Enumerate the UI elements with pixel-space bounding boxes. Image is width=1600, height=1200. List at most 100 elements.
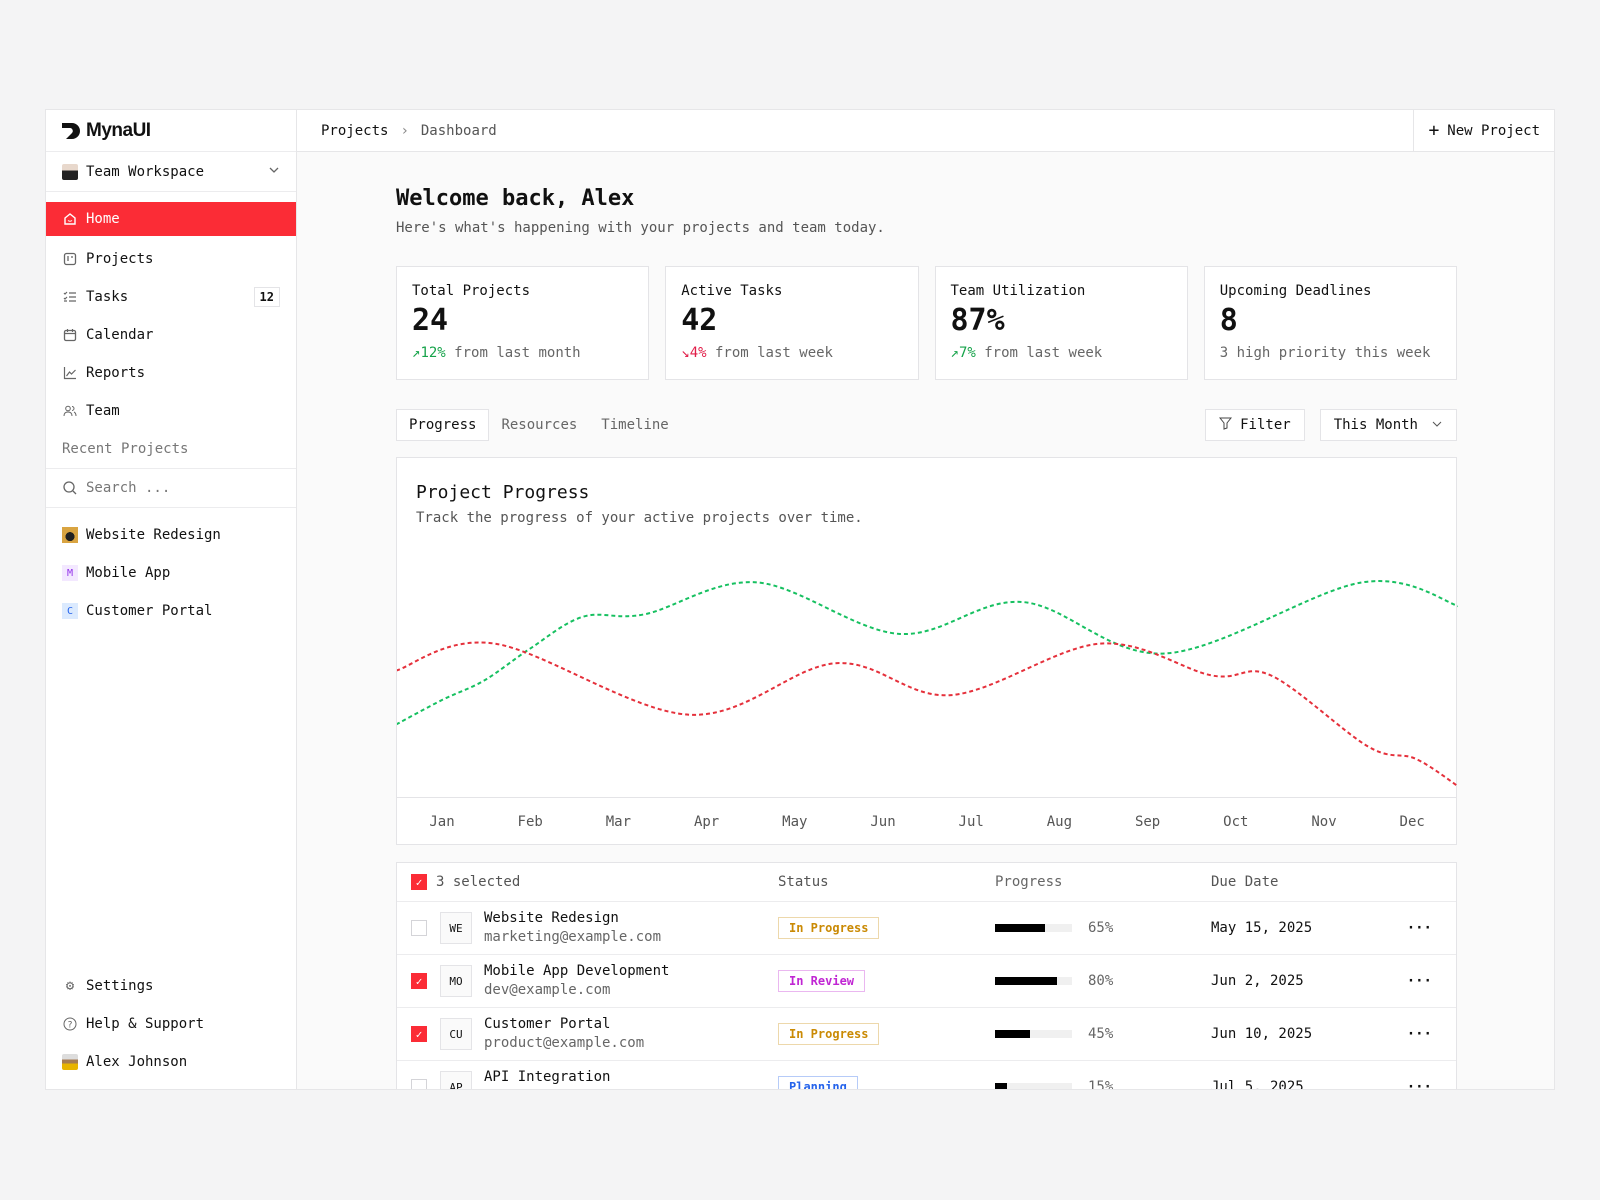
x-tick-label: Jun — [870, 814, 896, 830]
sidebar-item-label: Home — [86, 211, 120, 227]
progress-cell: 65% — [995, 920, 1113, 936]
sidebar-item-label: Tasks — [86, 289, 129, 305]
due-date: Jul 5, 2025 — [1211, 1079, 1304, 1090]
sidebar-item-tasks[interactable]: Tasks 12 — [46, 278, 296, 316]
row-checkbox[interactable]: ✓ — [411, 1026, 427, 1042]
filter-icon — [1219, 417, 1233, 434]
row-checkbox[interactable] — [411, 920, 427, 936]
stat-foot-text: from last week — [984, 345, 1103, 361]
status-badge: In Review — [778, 970, 866, 992]
tab-resources[interactable]: Resources — [501, 417, 578, 433]
project-name[interactable]: Customer Portal — [484, 1016, 611, 1032]
stat-cards: Total Projects 24 ↗12% from last month Acti… — [396, 266, 1457, 380]
header-status[interactable]: Status — [778, 874, 829, 890]
project-initials: CU — [440, 1018, 472, 1050]
workspace-switcher[interactable]: Team Workspace — [46, 152, 296, 192]
main-content: Welcome back, Alex Here's what's happeni… — [396, 152, 1458, 1090]
project-name[interactable]: API Integration — [484, 1069, 611, 1085]
page-subtitle: Here's what's happening with your projec… — [396, 220, 885, 236]
row-checkbox[interactable]: ✓ — [411, 973, 427, 989]
period-select[interactable]: This Month — [1319, 409, 1457, 441]
stat-card: Total Projects 24 ↗12% from last month — [396, 266, 650, 380]
x-tick-label: Jul — [958, 814, 984, 830]
settings-label: Settings — [86, 978, 154, 994]
sidebar-item-home[interactable]: Home — [46, 202, 296, 236]
recent-projects-label: Recent Projects — [62, 441, 189, 457]
project-name[interactable]: Website Redesign — [484, 910, 619, 926]
sidebar-item-label: Calendar — [86, 327, 154, 343]
sidebar-item-team[interactable]: Team — [46, 392, 296, 430]
header-progress[interactable]: Progress — [995, 874, 1063, 890]
filter-button[interactable]: Filter — [1205, 409, 1305, 441]
more-actions-icon[interactable]: ··· — [1406, 920, 1432, 936]
topbar: Projects › Dashboard + New Project — [297, 110, 1554, 152]
search-input[interactable]: Search ... — [86, 480, 171, 496]
progress-label: 65% — [1088, 920, 1114, 936]
chevron-down-icon — [1432, 417, 1442, 433]
project-name[interactable]: Mobile App Development — [484, 963, 670, 979]
workspace-name: Team Workspace — [86, 163, 205, 180]
status-badge: Planning — [778, 1076, 858, 1089]
x-tick-label: Sep — [1134, 814, 1161, 830]
trend-up-icon: ↗ — [950, 345, 959, 361]
select-all-checkbox[interactable]: ✓ — [411, 874, 427, 890]
sidebar-item-reports[interactable]: Reports — [46, 354, 296, 392]
due-date: Jun 2, 2025 — [1211, 973, 1304, 989]
recent-project-item[interactable]: M Mobile App — [46, 554, 296, 592]
progress-bar — [995, 977, 1072, 985]
gear-icon: ⚙ — [65, 978, 75, 994]
status-badge: In Progress — [778, 1023, 880, 1045]
table-row[interactable]: ✓ MO Mobile App Development dev@example.… — [397, 954, 1456, 1007]
sidebar-item-help[interactable]: ? Help & Support — [46, 1005, 296, 1043]
x-tick-label: Aug — [1046, 814, 1073, 830]
table-row[interactable]: AP API Integration Planning 15% Jul 5, 2… — [397, 1060, 1456, 1090]
x-tick-label: Mar — [605, 814, 632, 830]
logo[interactable]: MynaUI — [46, 110, 296, 152]
row-checkbox[interactable] — [411, 1079, 427, 1089]
app-window: MynaUI Team Workspace Home Projects Tasks 1… — [45, 109, 1555, 1090]
stat-label: Team Utilization — [950, 283, 1086, 299]
project-search[interactable]: Search ... — [46, 468, 296, 508]
stat-delta: 7% — [958, 345, 976, 361]
filter-label: Filter — [1240, 417, 1291, 433]
table-row[interactable]: WE Website Redesign marketing@example.co… — [397, 901, 1456, 954]
progress-cell: 45% — [995, 1026, 1113, 1042]
sidebar-item-label: Reports — [86, 365, 146, 381]
more-actions-icon[interactable]: ··· — [1406, 973, 1432, 989]
new-project-button[interactable]: + New Project — [1413, 110, 1554, 151]
tab-timeline[interactable]: Timeline — [601, 417, 669, 433]
sidebar-item-projects[interactable]: Projects — [46, 240, 296, 278]
user-profile[interactable]: Alex Johnson — [46, 1043, 296, 1081]
header-due-date[interactable]: Due Date — [1211, 874, 1279, 890]
help-circle-icon: ? — [62, 1016, 78, 1032]
recent-project-item[interactable]: C Customer Portal — [46, 592, 296, 630]
recent-project-label: Mobile App — [86, 565, 171, 581]
breadcrumb-projects[interactable]: Projects — [321, 122, 389, 139]
page-title: Welcome back, Alex — [396, 186, 635, 211]
more-actions-icon[interactable]: ··· — [1406, 1079, 1432, 1090]
x-tick-label: Dec — [1399, 814, 1425, 830]
sidebar-item-calendar[interactable]: Calendar — [46, 316, 296, 354]
users-icon — [62, 403, 78, 419]
trend-down-icon: ↘ — [681, 345, 690, 361]
stat-footnote: ↗12% from last month — [412, 345, 633, 361]
svg-text:?: ? — [67, 1021, 72, 1031]
series-line-red — [397, 641, 1458, 788]
more-actions-icon[interactable]: ··· — [1406, 1026, 1432, 1042]
help-label: Help & Support — [86, 1016, 205, 1032]
x-tick-label: Oct — [1223, 814, 1249, 830]
sidebar-footer: ⚙ Settings ? Help & Support Alex Johnson — [46, 967, 296, 1081]
brand-name: MynaUI — [86, 119, 151, 141]
chart-title: Project Progress — [416, 482, 590, 503]
stat-delta: 4% — [689, 345, 707, 361]
x-tick-label: Nov — [1311, 814, 1337, 830]
new-project-label: New Project — [1447, 122, 1540, 139]
sidebar-item-settings[interactable]: ⚙ Settings — [46, 967, 296, 1005]
period-value: This Month — [1333, 417, 1418, 433]
tab-progress[interactable]: Progress — [396, 409, 490, 441]
sidebar: MynaUI Team Workspace Home Projects Tasks 1… — [46, 110, 297, 1089]
table-row[interactable]: ✓ CU Customer Portal product@example.com… — [397, 1007, 1456, 1060]
x-axis: Jan Feb Mar Apr May Jun Jul Aug Sep Oct Nov Dec — [397, 797, 1456, 844]
recent-project-label: Customer Portal — [86, 603, 213, 619]
recent-project-item[interactable]: Website Redesign — [46, 516, 296, 554]
